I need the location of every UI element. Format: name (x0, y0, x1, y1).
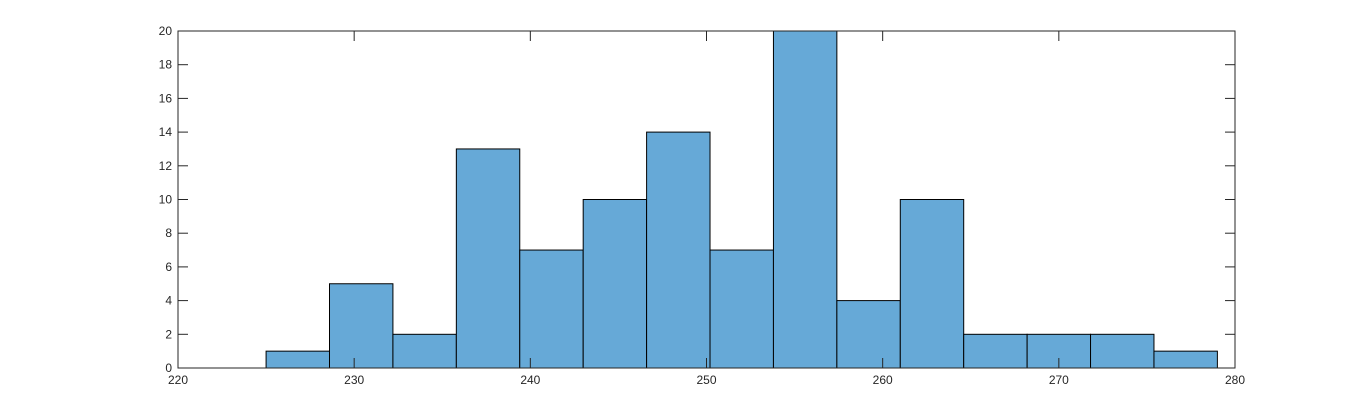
y-tick-label: 4 (165, 294, 172, 308)
x-tick-label: 250 (696, 373, 716, 387)
histogram-bar-5 (582, 199, 648, 369)
histogram-bar-1 (329, 283, 394, 369)
histogram-bar-8 (772, 30, 838, 369)
y-tick-label: 8 (165, 226, 172, 240)
bars-layer (265, 30, 1218, 369)
y-tick-label: 20 (159, 24, 173, 38)
histogram-bar-7 (709, 249, 774, 369)
x-tick-label: 240 (520, 373, 540, 387)
y-tick-label: 16 (159, 91, 173, 105)
histogram-bar-6 (646, 131, 711, 369)
x-tick-label: 280 (1225, 373, 1245, 387)
histogram-bar-4 (519, 249, 584, 369)
y-tick-label: 14 (159, 125, 173, 139)
histogram-bar-13 (1090, 333, 1155, 369)
y-tick-label: 0 (165, 361, 172, 375)
histogram-bar-3 (455, 148, 521, 369)
axes-layer: 220 230 240 250 260 270 280 0 2 4 6 8 10 12 14 16 18 20 (159, 24, 1246, 387)
histogram-bar-10 (899, 199, 965, 369)
histogram-bar-11 (963, 333, 1028, 369)
x-tick-label: 230 (344, 373, 364, 387)
y-tick-label: 10 (159, 193, 173, 207)
y-tick-label: 6 (165, 260, 172, 274)
histogram-bar-0 (265, 350, 331, 369)
y-tick-label: 12 (159, 159, 173, 173)
x-tick-label: 220 (168, 373, 188, 387)
x-tick-label: 260 (873, 373, 893, 387)
x-tick-label: 270 (1049, 373, 1069, 387)
y-tick-label: 2 (165, 327, 172, 341)
histogram-bar-2 (392, 333, 457, 369)
histogram-bar-9 (836, 300, 901, 369)
histogram-bar-14 (1153, 350, 1218, 369)
y-tick-label: 18 (159, 58, 173, 72)
